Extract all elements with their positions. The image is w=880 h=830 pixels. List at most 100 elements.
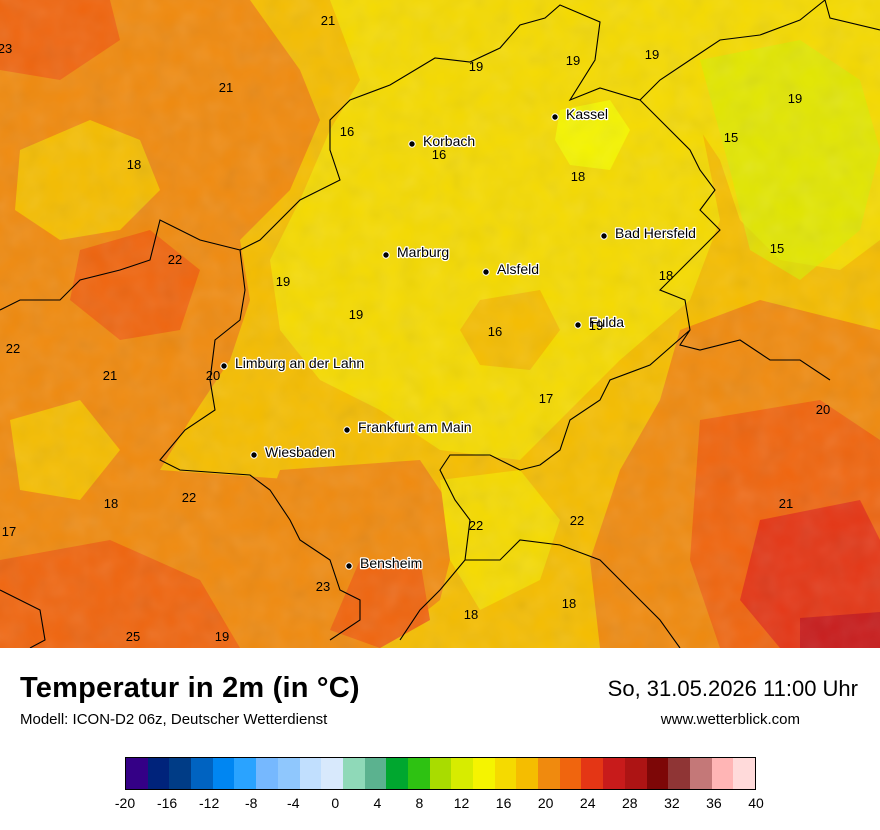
legend-swatch bbox=[407, 758, 430, 789]
temperature-value-label: 25 bbox=[126, 629, 140, 644]
temperature-value-label: 21 bbox=[321, 13, 335, 28]
city-label: Korbach bbox=[423, 133, 475, 149]
city-label: Fulda bbox=[589, 314, 624, 330]
temperature-value-label: 16 bbox=[432, 147, 446, 162]
city-marker bbox=[343, 426, 351, 434]
temperature-value-label: 22 bbox=[6, 341, 20, 356]
temperature-value-label: 19 bbox=[215, 629, 229, 644]
temperature-value-label: 18 bbox=[127, 157, 141, 172]
city-marker bbox=[551, 113, 559, 121]
legend-swatch bbox=[689, 758, 712, 789]
temperature-value-label: 18 bbox=[659, 268, 673, 283]
city-frankfurt-am-main: Frankfurt am Main bbox=[343, 418, 473, 436]
temperature-value-label: 15 bbox=[770, 241, 784, 256]
temperature-value-label: 16 bbox=[340, 124, 354, 139]
temperature-value-label: 18 bbox=[571, 169, 585, 184]
legend-tick-labels: -20 -16 -12 -8 -4 0 4 8 12 16 20 24 28 32 36 40 bbox=[115, 795, 764, 815]
website-link[interactable]: www.wetterblick.com bbox=[660, 711, 800, 728]
legend-tick-label: 40 bbox=[748, 795, 764, 811]
city-marker bbox=[600, 232, 608, 240]
city-label: Marburg bbox=[397, 244, 449, 260]
temperature-value-label: 18 bbox=[104, 496, 118, 511]
legend-swatch bbox=[646, 758, 669, 789]
city-marker bbox=[408, 140, 416, 148]
legend-swatch bbox=[733, 758, 755, 789]
legend-tick-label: 36 bbox=[706, 795, 722, 811]
legend-tick-label: 20 bbox=[537, 795, 554, 811]
city-marker bbox=[382, 251, 390, 259]
temperature-value-label: 19 bbox=[469, 59, 483, 74]
temperature-value-label: 19 bbox=[589, 318, 603, 333]
legend-swatch bbox=[342, 758, 365, 789]
city-marburg: Marburg bbox=[382, 243, 450, 261]
state-border bbox=[0, 0, 880, 648]
legend-swatch bbox=[169, 758, 192, 789]
city-label: Alsfeld bbox=[497, 261, 539, 277]
temperature-value-label: 20 bbox=[816, 402, 830, 417]
legend-swatch bbox=[212, 758, 235, 789]
temperature-value-label: 21 bbox=[103, 368, 117, 383]
temperature-value-label: 15 bbox=[724, 130, 738, 145]
temperature-value-label: 17 bbox=[2, 524, 16, 539]
legend-swatch bbox=[321, 758, 343, 789]
legend-tick-label: 32 bbox=[664, 795, 680, 811]
legend-tick-label: 8 bbox=[415, 795, 424, 811]
legend-tick-label: 0 bbox=[331, 795, 340, 811]
city-label: Limburg an der Lahn bbox=[235, 355, 364, 371]
legend-swatch bbox=[494, 758, 517, 789]
temperature-value-label: 19 bbox=[566, 53, 580, 68]
forecast-datetime: So, 31.05.2026 11:00 Uhr bbox=[607, 676, 858, 701]
city-limburg-an-der-lahn: Limburg an der Lahn bbox=[220, 354, 365, 372]
legend-tick-label: 28 bbox=[622, 795, 638, 811]
legend-swatch bbox=[234, 758, 257, 789]
city-label: Kassel bbox=[566, 106, 608, 122]
temperature-value-label: 22 bbox=[182, 490, 196, 505]
legend-tick-label: -16 bbox=[156, 795, 178, 811]
legend-tick-label: 24 bbox=[579, 795, 596, 811]
map-texture bbox=[0, 0, 880, 648]
temperature-value-label: 19 bbox=[645, 47, 659, 62]
temperature-value-label: 18 bbox=[464, 607, 478, 622]
map-title: Temperatur in 2m (in °C) bbox=[20, 672, 360, 704]
legend-tick-label: -8 bbox=[244, 795, 258, 811]
legend-swatch bbox=[256, 758, 278, 789]
legend-swatch bbox=[429, 758, 452, 789]
temperature-value-label: 22 bbox=[168, 252, 182, 267]
legend-swatch bbox=[386, 758, 408, 789]
legend-swatch bbox=[147, 758, 170, 789]
legend-tick-label: 4 bbox=[373, 795, 382, 811]
city-wiesbaden: Wiesbaden bbox=[250, 443, 336, 461]
city-markers-layer: Kassel Korbach Bad Hersfeld Marburg Alsfeld F… bbox=[220, 105, 697, 572]
city-marker bbox=[345, 562, 353, 570]
city-marker bbox=[482, 268, 490, 276]
legend-swatch bbox=[364, 758, 387, 789]
legend-swatch bbox=[277, 758, 300, 789]
temperature-value-label: 22 bbox=[570, 513, 584, 528]
legend-tick-label: 16 bbox=[495, 795, 512, 811]
city-bensheim: Bensheim bbox=[345, 554, 424, 572]
legend-swatch bbox=[538, 758, 560, 789]
legend-tick-label: -20 bbox=[114, 795, 136, 811]
city-bad-hersfeld: Bad Hersfeld bbox=[600, 224, 697, 242]
temperature-value-label: 23 bbox=[0, 41, 12, 56]
legend-swatch bbox=[473, 758, 495, 789]
legend-swatch bbox=[191, 758, 213, 789]
temperature-value-label: 22 bbox=[469, 518, 483, 533]
city-marker bbox=[250, 451, 258, 459]
temperature-value-label: 17 bbox=[539, 391, 553, 406]
city-fulda: Fulda bbox=[574, 313, 625, 331]
legend-tick-label: -12 bbox=[199, 795, 220, 811]
legend-tick-label: 12 bbox=[453, 795, 470, 811]
legend-swatch bbox=[451, 758, 473, 789]
temperature-value-label: 19 bbox=[276, 274, 290, 289]
legend-swatch bbox=[299, 758, 322, 789]
legend-swatch bbox=[603, 758, 625, 789]
city-marker bbox=[574, 321, 582, 329]
temperature-map: Kassel Korbach Bad Hersfeld Marburg Alsfeld F… bbox=[0, 0, 880, 648]
legend-swatch bbox=[581, 758, 604, 789]
legend-swatch bbox=[624, 758, 647, 789]
temperature-value-label: 20 bbox=[206, 368, 220, 383]
temperature-value-label: 19 bbox=[349, 307, 363, 322]
legend-swatch bbox=[668, 758, 690, 789]
